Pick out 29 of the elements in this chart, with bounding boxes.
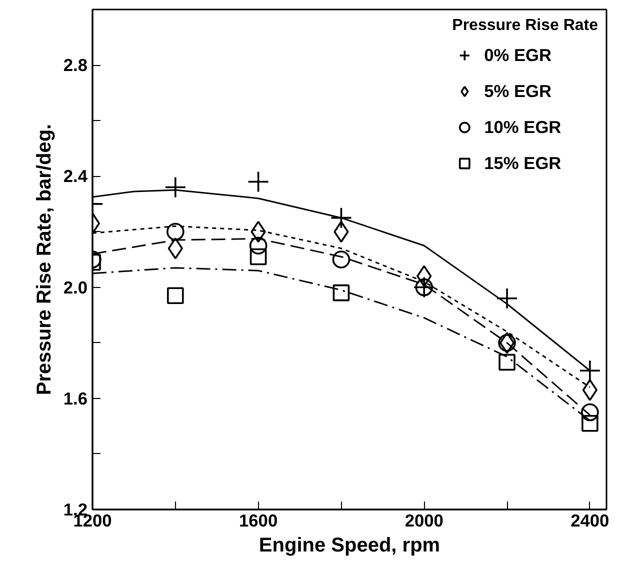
y-tick-label: 2.8	[63, 55, 88, 76]
point	[498, 354, 516, 371]
point	[330, 206, 352, 229]
point	[581, 403, 599, 422]
point	[250, 248, 267, 266]
point	[249, 236, 268, 254]
legend-label: 0% EGR	[484, 44, 552, 66]
x-tick-label: 2400	[570, 510, 610, 530]
point	[247, 170, 270, 193]
point	[582, 414, 598, 432]
x-tick-label: 2000	[404, 510, 444, 530]
y-tick-label: 2.4	[63, 166, 88, 186]
point	[496, 287, 518, 310]
point	[332, 284, 350, 302]
y-axis-title: Pressure Rise Rate, bar/deg.	[33, 124, 56, 396]
legend-label: 5% EGR	[484, 80, 552, 102]
y-tick-label: 2.0	[63, 277, 88, 298]
legend-label: 15% EGR	[484, 152, 562, 174]
point	[579, 360, 601, 382]
point	[164, 176, 186, 198]
y-tick-label: 1.6	[63, 388, 88, 408]
point	[167, 287, 184, 304]
x-tick-label: 1600	[239, 510, 278, 530]
point	[332, 250, 350, 268]
legend-label: 10% EGR	[484, 116, 562, 138]
x-axis-title: Engine Speed, rpm	[258, 534, 440, 556]
point	[166, 222, 184, 241]
point	[582, 379, 598, 401]
legend-title: Pressure Rise Rate	[452, 17, 598, 35]
